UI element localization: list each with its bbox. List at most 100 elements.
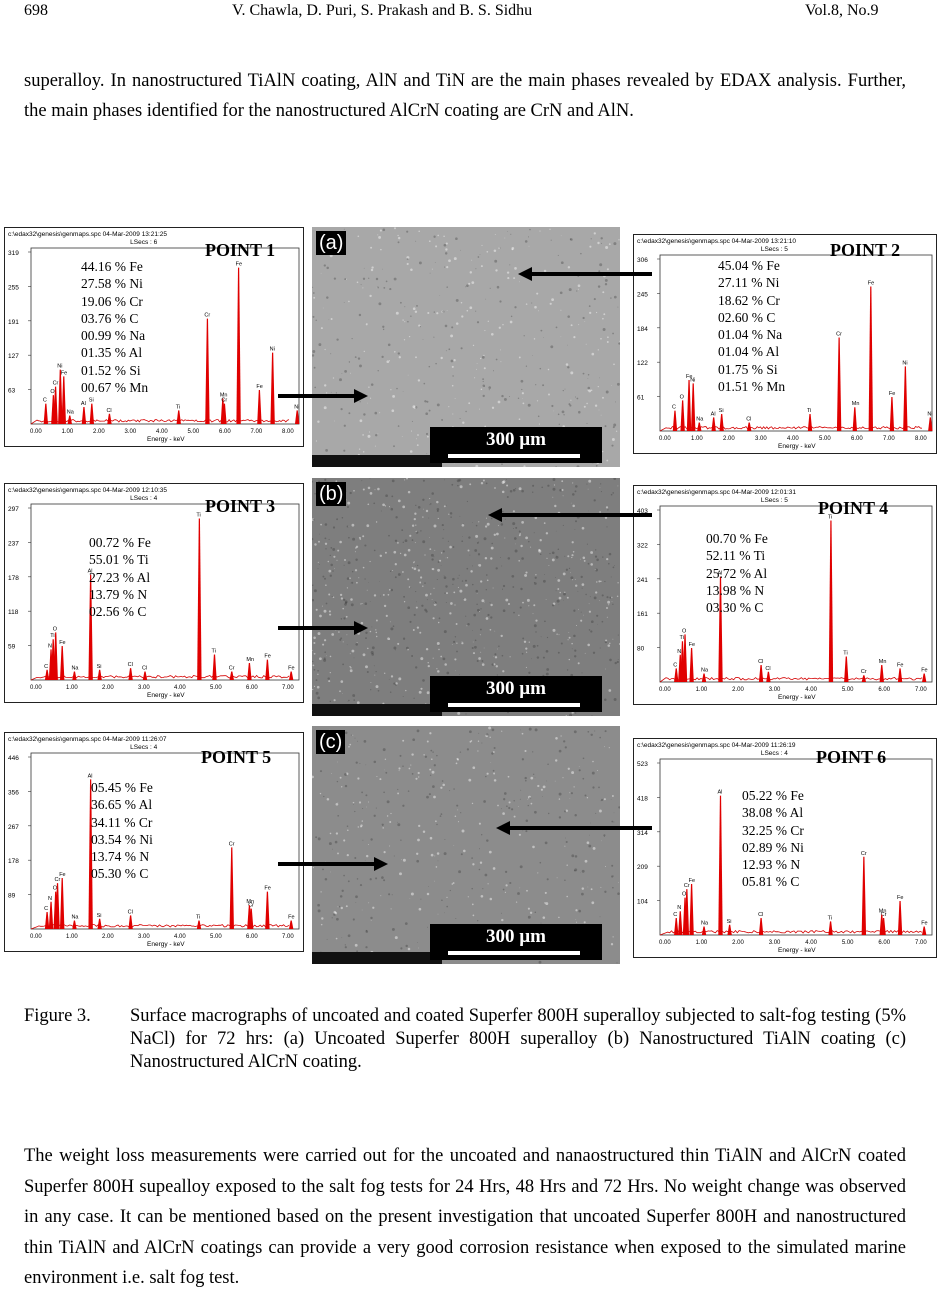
- x-tick-label: 1.00: [696, 940, 708, 946]
- panel-label: (c): [316, 730, 345, 754]
- peak-label: O: [682, 628, 687, 634]
- y-tick-label: 418: [637, 795, 648, 802]
- spectrum-peak: [808, 414, 812, 431]
- y-tick-label: 446: [8, 755, 19, 762]
- volume-info: Vol.8, No.9: [805, 2, 879, 20]
- y-tick-label: 237: [8, 540, 19, 547]
- spectrum-peak: [678, 911, 682, 935]
- y-tick-label: 63: [8, 388, 16, 395]
- peak-label: Fe: [264, 654, 270, 660]
- x-tick-label: 7.00: [282, 934, 294, 940]
- peak-label: Cr: [55, 877, 61, 883]
- y-tick-label: 161: [637, 611, 648, 618]
- peak-label: Mn: [246, 899, 254, 905]
- spectrum-peak: [44, 404, 48, 424]
- x-tick-label: 4.00: [805, 940, 817, 946]
- composition-entry: 13.74 % N: [91, 848, 153, 865]
- spectrum-peak: [680, 400, 684, 431]
- peak-label: Na: [71, 915, 79, 921]
- spectrum-file-path: c:\edax32\genesis\genmaps.spc 04-Mar-200…: [8, 231, 167, 238]
- spectrum-peak: [890, 397, 894, 431]
- composition-entry: 02.89 % Ni: [742, 839, 804, 856]
- y-tick-label: 59: [8, 644, 16, 651]
- peak-label: Fe: [236, 262, 242, 268]
- x-axis-label: Energy - keV: [147, 692, 185, 699]
- y-tick-label: 245: [637, 291, 648, 298]
- spectrum-peak: [205, 319, 209, 424]
- spectrum-peak: [49, 902, 53, 929]
- x-tick-label: 5.00: [842, 940, 854, 946]
- peak-label: Al: [81, 401, 86, 407]
- spectrum-peak: [90, 404, 94, 424]
- x-tick-label: 2.00: [102, 685, 114, 691]
- panel-label: (b): [316, 482, 346, 506]
- spectrum-peak: [844, 657, 848, 683]
- spectrum-peak: [691, 383, 695, 431]
- x-tick-label: 4.00: [805, 687, 817, 693]
- scale-bar-line: [448, 951, 580, 955]
- composition-entry: 00.99 % Na: [81, 327, 148, 344]
- y-tick-label: 118: [8, 609, 19, 616]
- spectrum-peak: [97, 919, 101, 929]
- intro-paragraph: superalloy. In nanostructured TiAlN coat…: [24, 66, 906, 126]
- x-tick-label: 0.00: [659, 687, 671, 693]
- y-tick-label: 61: [637, 395, 645, 402]
- spectrum-peak: [45, 912, 49, 929]
- sem-info-bar: [312, 455, 442, 467]
- spectrum-peak: [58, 370, 62, 424]
- spectrum-peak: [759, 918, 763, 935]
- peak-label: Fe: [264, 886, 270, 892]
- x-tick-label: 8.00: [282, 429, 294, 435]
- x-tick-label: 5.00: [819, 436, 831, 442]
- composition-entry: 03.30 % C: [706, 599, 768, 616]
- eds-spectrum-2: c:\edax32\genesis\genmaps.spc 04-Mar-200…: [633, 234, 937, 454]
- y-tick-label: 80: [637, 646, 645, 653]
- composition-entry: 25.72 % Al: [706, 565, 768, 582]
- spectrum-peak: [230, 672, 234, 681]
- scale-bar-label: 300 µm: [430, 429, 602, 451]
- peak-label: Si: [727, 919, 732, 925]
- spectrum-peak: [829, 521, 833, 683]
- y-tick-label: 255: [8, 284, 19, 291]
- x-tick-label: 6.00: [246, 934, 258, 940]
- point-label: POINT 4: [818, 498, 888, 519]
- spectrum-peak: [922, 674, 926, 683]
- spectrum-peak: [82, 407, 86, 424]
- composition-list: 05.22 % Fe 38.08 % Al 32.25 % Cr 02.89 % Ni…: [742, 787, 804, 891]
- panel-label: (a): [316, 231, 346, 255]
- scale-bar-line: [448, 454, 580, 458]
- spectrum-peak: [719, 414, 723, 431]
- peak-label: Fe: [59, 872, 65, 878]
- peak-label: Al: [711, 411, 716, 417]
- peak-label: Na: [701, 921, 709, 927]
- peak-label: Cr: [861, 669, 867, 675]
- composition-entry: 01.04 % Al: [718, 343, 785, 360]
- scale-bar-line: [448, 703, 580, 707]
- peak-label: Ni: [902, 360, 907, 366]
- spectrum-peak: [903, 366, 907, 431]
- peak-label: O: [50, 389, 55, 395]
- peak-label: Fe: [897, 895, 903, 901]
- x-tick-label: 6.00: [878, 687, 890, 693]
- spectrum-peak: [689, 648, 693, 682]
- peak-label: C: [673, 662, 677, 668]
- spectrum-peak: [60, 878, 64, 929]
- spectrum-file-path: c:\edax32\genesis\genmaps.spc 04-Mar-200…: [8, 736, 167, 743]
- spectrum-peak: [880, 665, 884, 682]
- x-tick-label: 1.00: [62, 429, 74, 435]
- spectrum-peak: [236, 268, 240, 424]
- sem-info-bar: [312, 952, 442, 964]
- spectrum-peak: [687, 380, 691, 431]
- composition-entry: 00.70 % Fe: [706, 530, 768, 547]
- x-tick-label: 3.00: [769, 687, 781, 693]
- x-tick-label: 6.00: [219, 429, 231, 435]
- y-tick-label: 314: [637, 830, 648, 837]
- x-axis-label: Energy - keV: [778, 443, 816, 450]
- x-tick-label: 7.00: [282, 685, 294, 691]
- peak-label: O: [680, 394, 685, 400]
- spectrum-peak: [289, 672, 293, 681]
- point-label: POINT 6: [816, 747, 886, 768]
- scale-bar-label: 300 µm: [430, 926, 602, 948]
- peak-label: Cr: [204, 313, 210, 319]
- scale-bar: 300 µm: [430, 427, 602, 463]
